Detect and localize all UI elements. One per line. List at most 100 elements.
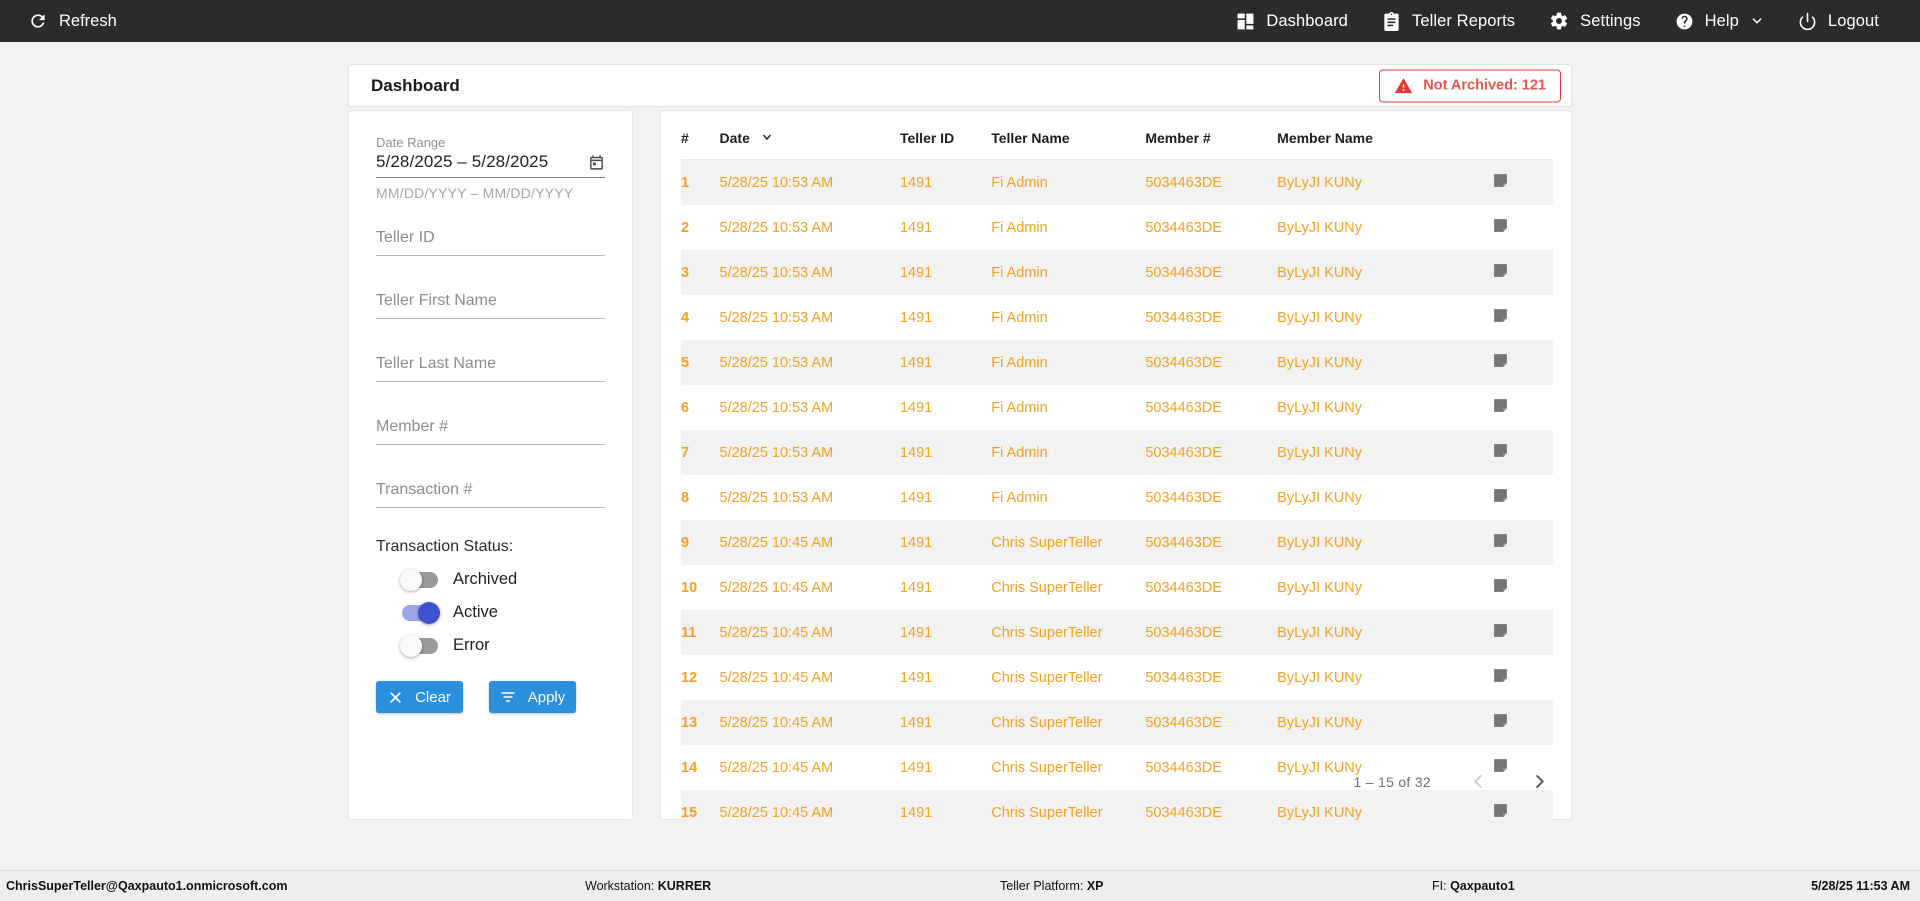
cell-teller-id: 1491 — [899, 700, 992, 745]
table-row[interactable]: 6 5/28/25 10:53 AM 1491 Fi Admin 5034463DE By… — [681, 385, 1553, 430]
note-icon[interactable] — [1492, 757, 1509, 778]
column-header-date[interactable]: Date — [719, 119, 900, 160]
transaction-number-input[interactable] — [376, 475, 605, 508]
cell-date: 5/28/25 10:53 AM — [719, 159, 900, 205]
toggle-error-switch[interactable] — [400, 634, 438, 657]
footer-fi-label: FI: — [1432, 879, 1447, 893]
cell-date: 5/28/25 10:53 AM — [719, 430, 900, 475]
table-row[interactable]: 2 5/28/25 10:53 AM 1491 Fi Admin 5034463DE By… — [681, 205, 1553, 250]
transaction-status-title: Transaction Status: — [376, 538, 514, 555]
column-header-teller-id[interactable]: Teller ID — [899, 119, 992, 160]
toggle-error[interactable]: Error — [400, 634, 605, 657]
next-page-button[interactable] — [1526, 768, 1553, 795]
cell-member-name: ByLyJI KUNy — [1277, 159, 1493, 205]
cell-member-number: 5034463DE — [1145, 430, 1278, 475]
table-row[interactable]: 9 5/28/25 10:45 AM 1491 Chris SuperTeller 50… — [681, 520, 1553, 565]
note-icon[interactable] — [1492, 712, 1509, 733]
cell-teller-id: 1491 — [899, 159, 992, 205]
cell-note[interactable] — [1492, 430, 1553, 475]
cell-teller-name: Fi Admin — [991, 159, 1146, 205]
member-number-input[interactable] — [376, 412, 605, 445]
column-header-teller-name[interactable]: Teller Name — [991, 119, 1146, 160]
cell-note[interactable] — [1492, 385, 1553, 430]
cell-note[interactable] — [1492, 250, 1553, 295]
nav-item-dashboard[interactable]: Dashboard — [1219, 0, 1365, 42]
clear-button[interactable]: Clear — [376, 681, 463, 713]
column-header-member-number[interactable]: Member # — [1145, 119, 1278, 160]
note-icon[interactable] — [1492, 172, 1509, 193]
note-icon[interactable] — [1492, 397, 1509, 418]
table-row[interactable]: 5 5/28/25 10:53 AM 1491 Fi Admin 5034463DE By… — [681, 340, 1553, 385]
cell-member-number: 5034463DE — [1145, 700, 1278, 745]
note-icon[interactable] — [1492, 352, 1509, 373]
toggle-active-switch[interactable] — [402, 601, 440, 624]
not-archived-badge[interactable]: Not Archived: 121 — [1379, 69, 1561, 102]
note-icon[interactable] — [1492, 487, 1509, 508]
teller-last-name-input[interactable] — [376, 349, 605, 382]
table-row[interactable]: 7 5/28/25 10:53 AM 1491 Fi Admin 5034463DE By… — [681, 430, 1553, 475]
toggle-archived[interactable]: Archived — [400, 568, 605, 591]
cell-note[interactable] — [1492, 205, 1553, 250]
cell-date: 5/28/25 10:45 AM — [719, 655, 900, 700]
table-row[interactable]: 11 5/28/25 10:45 AM 1491 Chris SuperTeller 5… — [681, 610, 1553, 655]
cell-note[interactable] — [1492, 295, 1553, 340]
cell-note[interactable] — [1492, 655, 1553, 700]
toggle-archived-switch[interactable] — [400, 568, 438, 591]
column-header-member-name[interactable]: Member Name — [1277, 119, 1493, 160]
cell-teller-id: 1491 — [899, 565, 992, 610]
cell-index: 11 — [681, 610, 720, 655]
cell-index: 7 — [681, 430, 720, 475]
cell-note[interactable] — [1492, 159, 1553, 205]
cell-note[interactable] — [1492, 610, 1553, 655]
cell-member-name: ByLyJI KUNy — [1277, 520, 1493, 565]
note-icon[interactable] — [1492, 622, 1509, 643]
table-row[interactable]: 13 5/28/25 10:45 AM 1491 Chris SuperTeller 5… — [681, 700, 1553, 745]
table-row[interactable]: 4 5/28/25 10:53 AM 1491 Fi Admin 5034463DE By… — [681, 295, 1553, 340]
note-icon[interactable] — [1492, 802, 1509, 823]
cell-note[interactable] — [1492, 340, 1553, 385]
note-icon[interactable] — [1492, 217, 1509, 238]
toggle-active[interactable]: Active — [402, 601, 605, 624]
nav-item-logout[interactable]: Logout — [1781, 0, 1896, 42]
note-icon[interactable] — [1492, 532, 1509, 553]
cell-teller-name: Chris SuperTeller — [991, 520, 1146, 565]
nav-item-teller-reports[interactable]: Teller Reports — [1365, 0, 1532, 42]
table-row[interactable]: 12 5/28/25 10:45 AM 1491 Chris SuperTeller 5… — [681, 655, 1553, 700]
cell-teller-id: 1491 — [899, 610, 992, 655]
note-icon[interactable] — [1492, 262, 1509, 283]
note-icon[interactable] — [1492, 307, 1509, 328]
calendar-icon[interactable] — [588, 154, 605, 171]
toggle-error-label: Error — [453, 636, 490, 654]
table-row[interactable]: 15 5/28/25 10:45 AM 1491 Chris SuperTeller 5… — [681, 790, 1553, 835]
footer-workstation-value: KURRER — [657, 879, 712, 893]
teller-last-name-field[interactable] — [376, 349, 605, 382]
cell-note[interactable] — [1492, 475, 1553, 520]
teller-id-field[interactable] — [376, 223, 605, 256]
note-icon[interactable] — [1492, 577, 1509, 598]
note-icon[interactable] — [1492, 667, 1509, 688]
teller-first-name-input[interactable] — [376, 286, 605, 319]
member-number-field[interactable] — [376, 412, 605, 445]
table-row[interactable]: 3 5/28/25 10:53 AM 1491 Fi Admin 5034463DE By… — [681, 250, 1553, 295]
nav-item-settings[interactable]: Settings — [1532, 0, 1657, 42]
transaction-number-field[interactable] — [376, 475, 605, 508]
nav-item-help[interactable]: Help — [1658, 0, 1781, 42]
table-row[interactable]: 10 5/28/25 10:45 AM 1491 Chris SuperTeller 5… — [681, 565, 1553, 610]
previous-page-button[interactable] — [1465, 768, 1492, 795]
refresh-button[interactable]: Refresh — [28, 11, 117, 31]
teller-id-input[interactable] — [376, 223, 605, 256]
table-row[interactable]: 1 5/28/25 10:53 AM 1491 Fi Admin 5034463DE By… — [681, 159, 1553, 205]
date-range-field[interactable]: Date Range 5/28/2025 – 5/28/2025 MM/DD/Y… — [376, 135, 605, 201]
table-row[interactable]: 8 5/28/25 10:53 AM 1491 Fi Admin 5034463DE By… — [681, 475, 1553, 520]
cell-note[interactable] — [1492, 520, 1553, 565]
cell-note[interactable] — [1492, 700, 1553, 745]
cell-note[interactable] — [1492, 565, 1553, 610]
column-header-index[interactable]: # — [681, 119, 720, 160]
apply-button[interactable]: Apply — [489, 681, 576, 713]
cell-teller-id: 1491 — [899, 295, 992, 340]
note-icon[interactable] — [1492, 442, 1509, 463]
teller-first-name-field[interactable] — [376, 286, 605, 319]
cell-note[interactable] — [1492, 790, 1553, 835]
question-circle-icon — [1675, 12, 1694, 31]
table-row[interactable]: 14 5/28/25 10:45 AM 1491 Chris SuperTeller 5… — [681, 745, 1553, 790]
